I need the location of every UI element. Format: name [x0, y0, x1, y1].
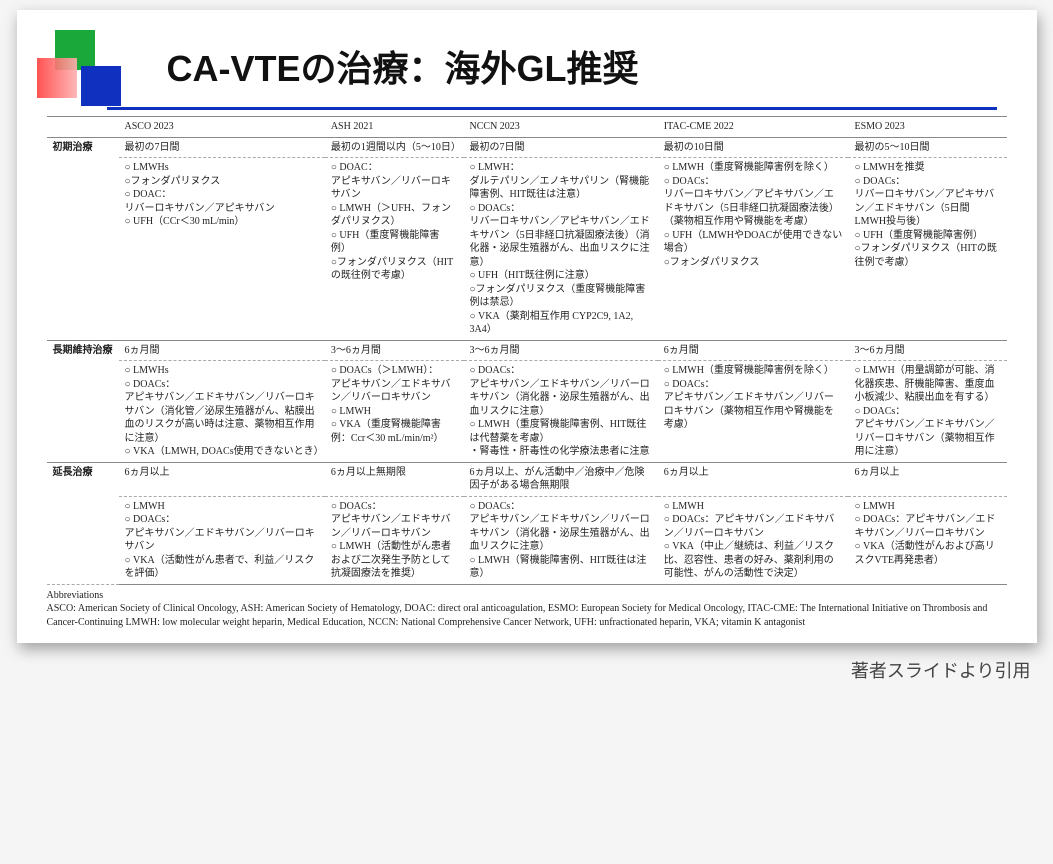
row-initial-period: 初期治療 最初の7日間 最初の1週間以内（5～10日） 最初の7日間 最初の10…: [47, 137, 1007, 158]
abbreviations: Abbreviations ASCO: American Society of …: [47, 589, 1007, 630]
cell-text: ○ LMWH（重度腎機能障害例を除く） ○ DOACs： リバーロキサバン／アピ…: [664, 161, 843, 269]
cell-text: ○ LMWH： ダルテパリン／エノキサパリン（腎機能障害例、HIT既往は注意） …: [470, 161, 652, 337]
cell: 6ヵ月以上無期限: [325, 462, 464, 496]
slide-title: CA-VTEの治療：海外GL推奨: [167, 40, 639, 92]
cell: 6ヵ月間: [658, 340, 849, 361]
cell-text: ○ DOAC： アピキサバン／リバーロキサバン ○ LMWH（＞UFH、フォンダ…: [331, 161, 458, 283]
title-underline: [107, 107, 997, 110]
cell-text: ○ LMWHs ○ DOACs： アピキサバン／エドキサバン／リバーロキサバン（…: [125, 364, 319, 459]
cell: 6ヵ月以上: [848, 462, 1006, 496]
cell: ○ DOACs： アピキサバン／エドキサバン／リバーロキサバン（消化器・泌尿生殖…: [464, 361, 658, 463]
cell: ○ DOACs： アピキサバン／エドキサバン／リバーロキサバン ○ LMWH（活…: [325, 496, 464, 584]
cell-text: ○ LMWH ○ DOACs： アピキサバン／エドキサバン／リバーロキサバン ○…: [125, 500, 319, 581]
logo-square-blue: [81, 66, 121, 106]
cell: 6ヵ月以上: [658, 462, 849, 496]
cell-text: ○ DOACs： アピキサバン／エドキサバン／リバーロキサバン（消化器・泌尿生殖…: [470, 364, 652, 459]
rowlabel-extended: 延長治療: [47, 462, 119, 584]
cell: ○ DOAC： アピキサバン／リバーロキサバン ○ LMWH（＞UFH、フォンダ…: [325, 158, 464, 341]
cell: 最初の1週間以内（5～10日）: [325, 137, 464, 158]
cell: 3～6ヵ月間: [848, 340, 1006, 361]
cell: 3～6ヵ月間: [464, 340, 658, 361]
cell: ○ LMWH（用量調節が可能、消化器疾患、肝機能障害、重度血小板減少、粘膜出血を…: [848, 361, 1006, 463]
logo-icon: [37, 30, 127, 110]
row-longterm-content: ○ LMWHs ○ DOACs： アピキサバン／エドキサバン／リバーロキサバン（…: [47, 361, 1007, 463]
credit-text: 著者スライドより引用: [17, 657, 1031, 683]
row-initial-content: ○ LMWHs ○フォンダパリヌクス ○ DOAC： リバーロキサバン／アピキサ…: [47, 158, 1007, 341]
cell: ○ DOACs（＞LMWH）： アピキサバン／エドキサバン／リバーロキサバン ○…: [325, 361, 464, 463]
col-asco: ASCO 2023: [119, 117, 325, 138]
cell: ○ LMWHを推奨 ○ DOACs： リバーロキサバン／アピキサバン／エドキサバ…: [848, 158, 1006, 341]
cell-text: ○ DOACs： アピキサバン／エドキサバン／リバーロキサバン（消化器・泌尿生殖…: [470, 500, 652, 581]
abbrev-title: Abbreviations: [47, 589, 1007, 603]
col-itac: ITAC-CME 2022: [658, 117, 849, 138]
cell-text: ○ LMWH ○ DOACs：アピキサバン／エドキサバン／リバーロキサバン ○ …: [854, 500, 1000, 568]
slide: CA-VTEの治療：海外GL推奨 ASCO 2023 ASH 2021 NCCN…: [17, 10, 1037, 643]
cell-text: ○ LMWHs ○フォンダパリヌクス ○ DOAC： リバーロキサバン／アピキサ…: [125, 161, 319, 229]
cell: 6ヵ月以上: [119, 462, 325, 496]
cell-text: ○ LMWH（用量調節が可能、消化器疾患、肝機能障害、重度血小板減少、粘膜出血を…: [854, 364, 1000, 459]
cell: 最初の7日間: [464, 137, 658, 158]
cell-text: ○ LMWH（重度腎機能障害例を除く） ○ DOACs： アピキサバン／エドキサ…: [664, 364, 843, 432]
rowlabel-initial: 初期治療: [47, 137, 119, 340]
cell: ○ LMWH（重度腎機能障害例を除く） ○ DOACs： リバーロキサバン／アピ…: [658, 158, 849, 341]
col-esmo: ESMO 2023: [848, 117, 1006, 138]
cell: 最初の5～10日間: [848, 137, 1006, 158]
cell: 最初の7日間: [119, 137, 325, 158]
cell: 最初の10日間: [658, 137, 849, 158]
cell-text: ○ LMWHを推奨 ○ DOACs： リバーロキサバン／アピキサバン／エドキサバ…: [854, 161, 1000, 269]
abbrev-text: ASCO: American Society of Clinical Oncol…: [47, 602, 1007, 629]
cell-text: ○ DOACs（＞LMWH）： アピキサバン／エドキサバン／リバーロキサバン ○…: [331, 364, 458, 445]
table-body: 初期治療 最初の7日間 最初の1週間以内（5～10日） 最初の7日間 最初の10…: [47, 137, 1007, 584]
cell: ○ LMWH ○ DOACs：アピキサバン／エドキサバン／リバーロキサバン ○ …: [848, 496, 1006, 584]
cell: ○ LMWHs ○ DOACs： アピキサバン／エドキサバン／リバーロキサバン（…: [119, 361, 325, 463]
cell: ○ DOACs： アピキサバン／エドキサバン／リバーロキサバン（消化器・泌尿生殖…: [464, 496, 658, 584]
cell: ○ LMWH ○ DOACs： アピキサバン／エドキサバン／リバーロキサバン ○…: [119, 496, 325, 584]
guideline-table: ASCO 2023 ASH 2021 NCCN 2023 ITAC-CME 20…: [47, 116, 1007, 585]
header-blank: [47, 117, 119, 138]
cell: ○ LMWH ○ DOACs：アピキサバン／エドキサバン／リバーロキサバン ○ …: [658, 496, 849, 584]
cell: ○ LMWH： ダルテパリン／エノキサパリン（腎機能障害例、HIT既往は注意） …: [464, 158, 658, 341]
table-header-row: ASCO 2023 ASH 2021 NCCN 2023 ITAC-CME 20…: [47, 117, 1007, 138]
slide-wrapper: CA-VTEの治療：海外GL推奨 ASCO 2023 ASH 2021 NCCN…: [17, 10, 1037, 683]
cell: 6ヵ月間: [119, 340, 325, 361]
row-extended-period: 延長治療 6ヵ月以上 6ヵ月以上無期限 6ヵ月以上、がん活動中／治療中／危険因子…: [47, 462, 1007, 496]
cell: 3～6ヵ月間: [325, 340, 464, 361]
cell-text: ○ DOACs： アピキサバン／エドキサバン／リバーロキサバン ○ LMWH（活…: [331, 500, 458, 581]
col-ash: ASH 2021: [325, 117, 464, 138]
row-extended-content: ○ LMWH ○ DOACs： アピキサバン／エドキサバン／リバーロキサバン ○…: [47, 496, 1007, 584]
cell-text: ○ LMWH ○ DOACs：アピキサバン／エドキサバン／リバーロキサバン ○ …: [664, 500, 843, 581]
cell: ○ LMWH（重度腎機能障害例を除く） ○ DOACs： アピキサバン／エドキサ…: [658, 361, 849, 463]
slide-header: CA-VTEの治療：海外GL推奨: [47, 30, 1007, 110]
rowlabel-longterm: 長期維持治療: [47, 340, 119, 462]
cell: 6ヵ月以上、がん活動中／治療中／危険因子がある場合無期限: [464, 462, 658, 496]
cell: ○ LMWHs ○フォンダパリヌクス ○ DOAC： リバーロキサバン／アピキサ…: [119, 158, 325, 341]
col-nccn: NCCN 2023: [464, 117, 658, 138]
logo-square-red: [37, 58, 77, 98]
row-longterm-period: 長期維持治療 6ヵ月間 3～6ヵ月間 3～6ヵ月間 6ヵ月間 3～6ヵ月間: [47, 340, 1007, 361]
